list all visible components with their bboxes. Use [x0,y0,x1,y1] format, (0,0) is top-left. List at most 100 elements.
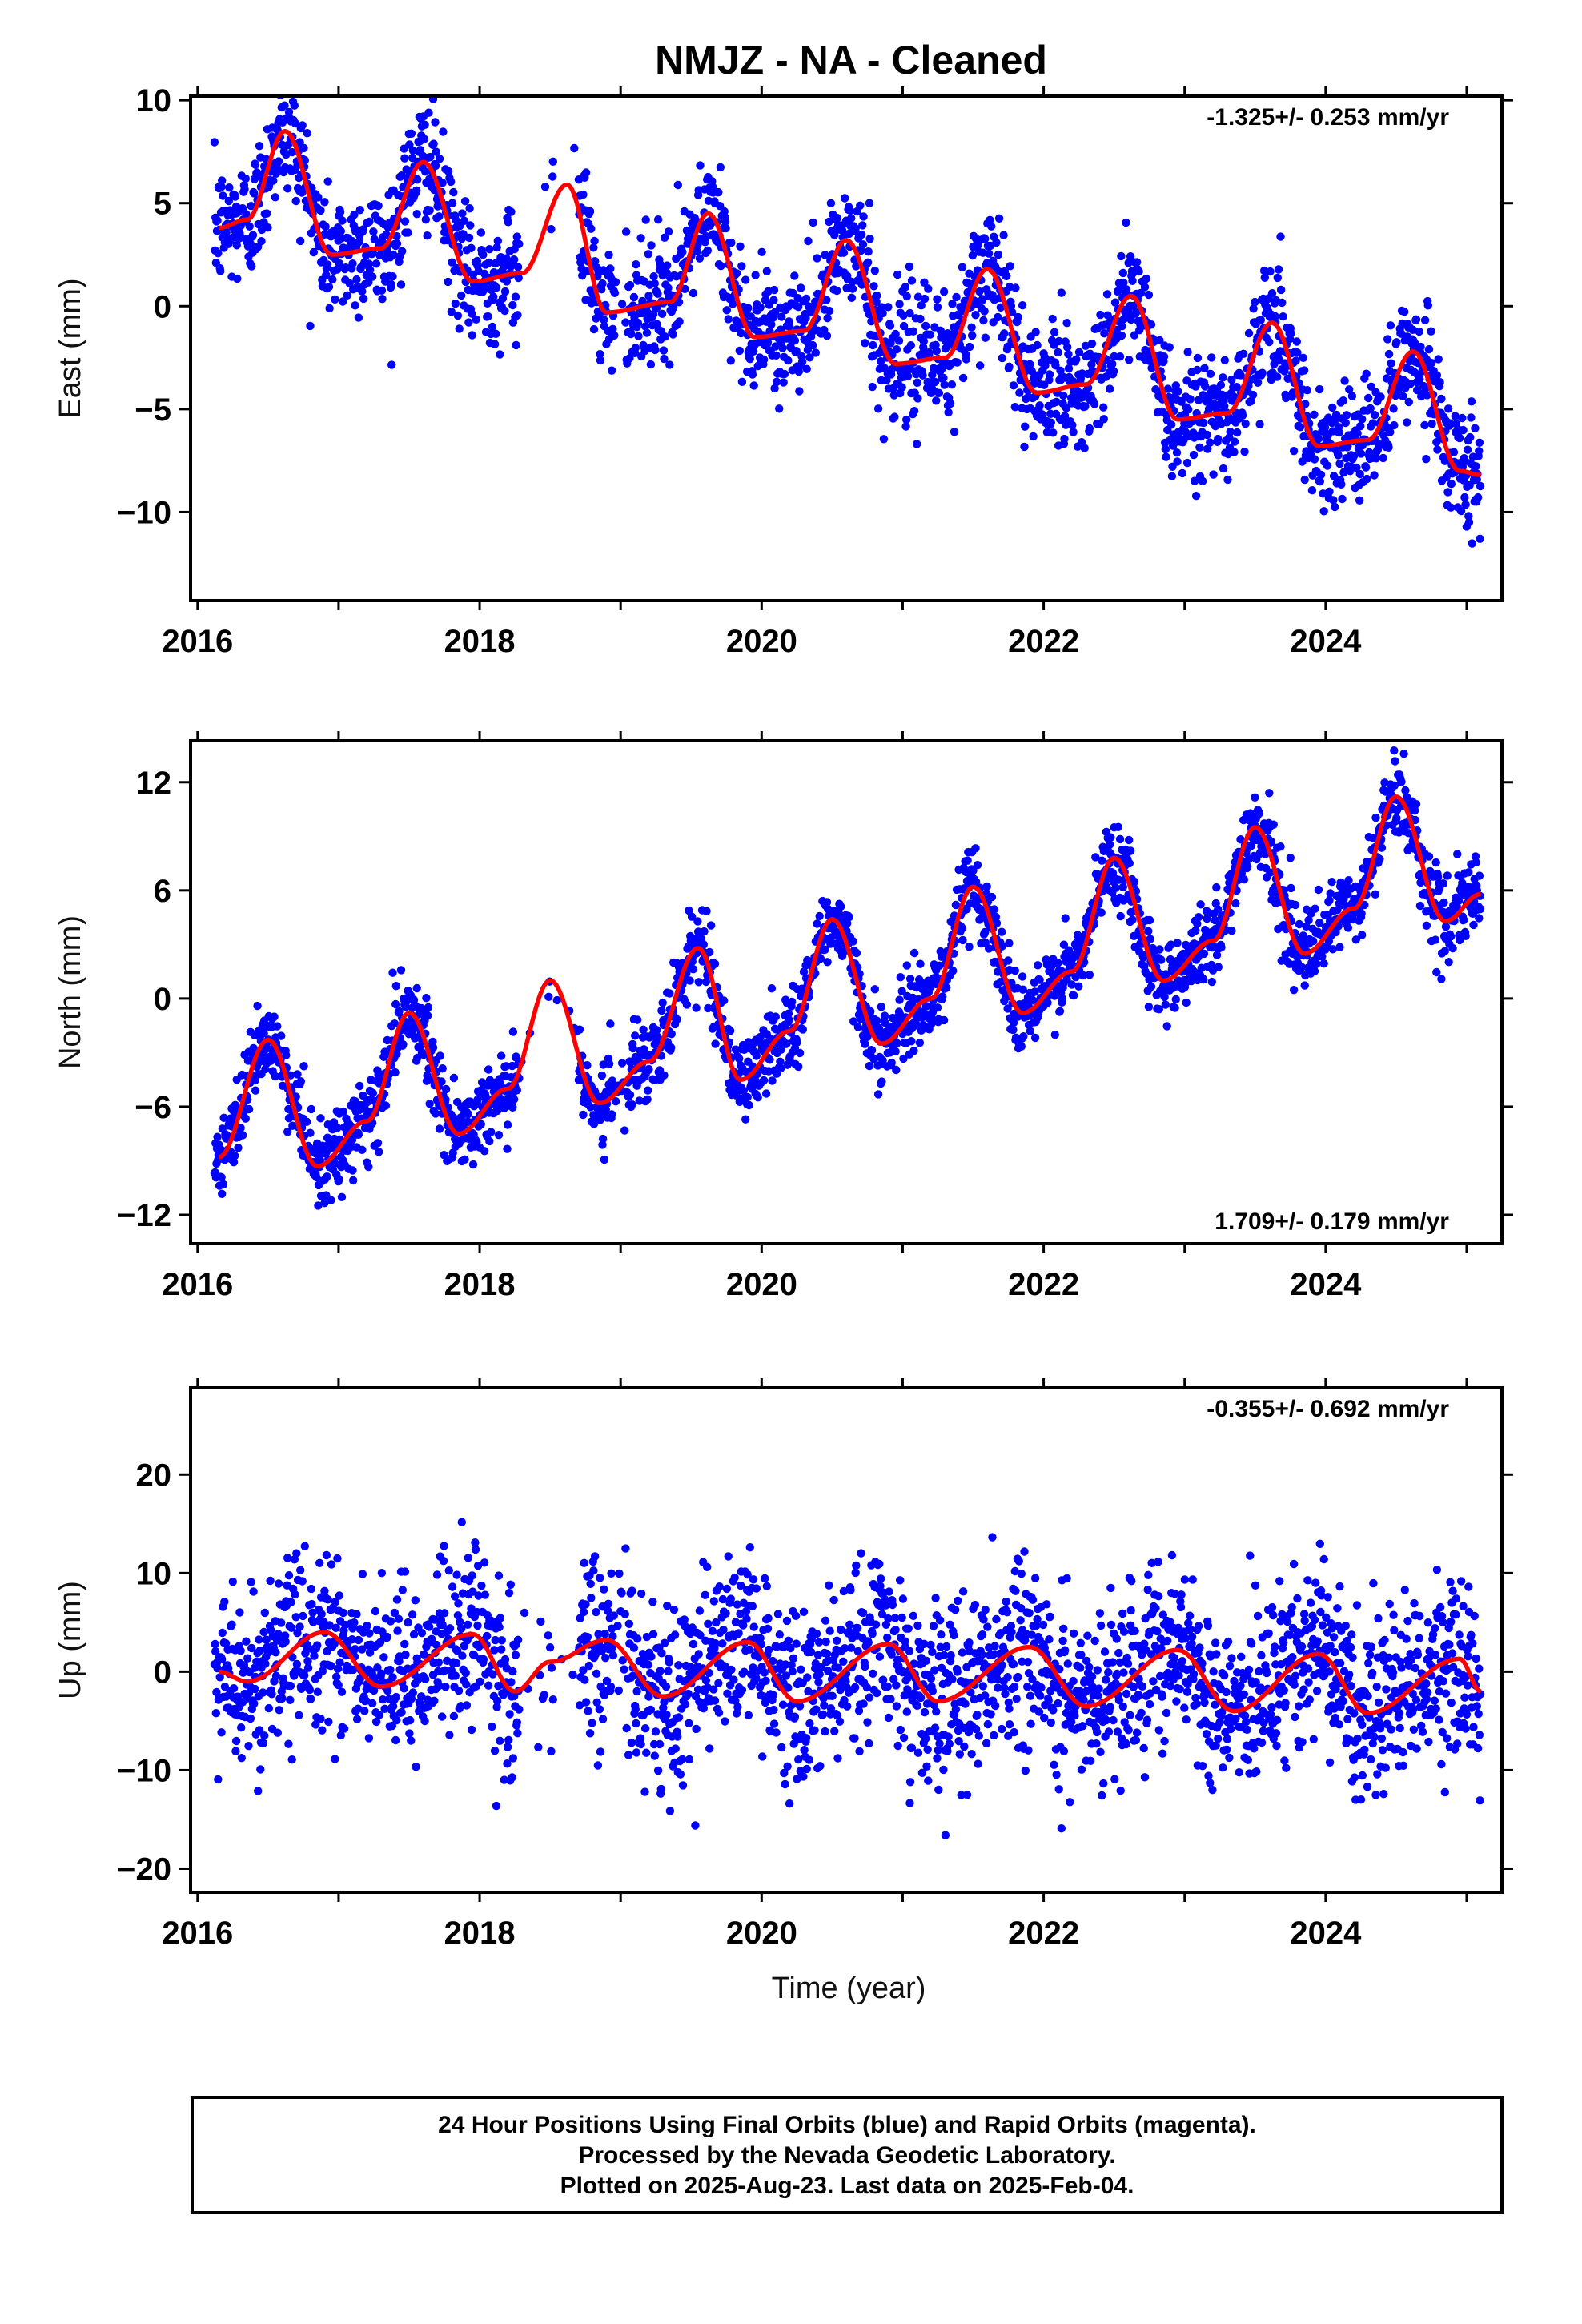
data-point [1125,835,1134,845]
data-point [625,1090,635,1100]
data-point [1342,411,1351,420]
data-point [1273,372,1282,381]
data-point [1292,337,1302,346]
data-point [863,1032,872,1042]
data-point [1230,448,1239,456]
data-point [1335,459,1344,468]
data-point [1019,1032,1028,1041]
data-point [364,1162,373,1172]
data-point [659,346,669,355]
data-point [958,263,967,271]
data-point [1371,454,1381,463]
data-point [1341,418,1351,428]
data-point [958,935,967,945]
data-point [991,912,1001,922]
data-point [1035,401,1044,410]
data-point [756,1032,765,1042]
data-point [1443,871,1452,880]
data-point [464,318,473,327]
data-point [1048,314,1057,324]
data-point [1314,434,1323,443]
data-point [816,954,825,963]
data-point [638,296,647,306]
data-point [1002,271,1011,280]
data-point [1052,397,1061,406]
data-point [395,1007,404,1016]
data-point [1291,900,1300,910]
data-point [597,1071,607,1080]
data-point [1010,966,1020,975]
data-point [749,347,758,356]
data-point [231,1152,239,1160]
data-point [328,275,337,284]
data-point [412,983,421,993]
data-point [870,985,880,994]
data-point [1074,982,1083,991]
data-point [865,199,874,207]
data-point [928,370,937,380]
data-point [650,279,659,288]
data-point [611,1097,620,1106]
data-point [1443,404,1453,413]
data-point [903,372,913,380]
data-point [847,214,856,223]
data-point [468,331,476,340]
data-point [1384,443,1393,452]
data-point [942,983,951,992]
data-point [852,948,861,958]
data-point [598,279,607,288]
data-point [1468,539,1476,548]
data-point [1287,883,1295,893]
data-point [1475,438,1484,447]
data-point [439,127,448,136]
data-point [216,267,225,275]
data-point [1140,283,1150,292]
data-point [1099,415,1109,424]
data-point [388,272,397,281]
data-point [1199,975,1208,984]
data-point [902,292,912,301]
data-point [244,1104,254,1114]
data-point [1216,380,1226,389]
data-point [484,1065,493,1074]
data-point [813,254,821,263]
data-point [664,283,673,292]
data-point [1406,380,1415,388]
data-point [1049,428,1058,437]
data-point [918,371,927,380]
data-point [663,261,672,270]
data-point [585,207,595,216]
data-point [920,278,929,287]
data-point [1461,931,1470,941]
plot-frame [189,739,1504,1245]
data-point [703,246,712,255]
data-point [1226,428,1235,436]
data-point [1475,914,1484,923]
data-point [1027,367,1037,376]
data-point [1448,943,1457,953]
data-point [448,1148,457,1157]
data-point [1475,447,1484,456]
data-point [953,358,962,367]
data-point [797,283,805,292]
model-fit-line [218,128,1482,477]
data-point [284,84,292,92]
data-point [492,243,501,252]
data-point [377,286,387,295]
data-point [737,328,745,338]
data-point [1379,453,1387,463]
data-point [1345,385,1354,394]
data-point [647,241,656,250]
data-point [1203,430,1211,440]
data-point [1230,437,1239,446]
model-fit-line [218,794,1482,1168]
data-point [1193,353,1203,363]
data-point [437,1077,446,1086]
data-point [1371,411,1379,420]
data-point [1167,472,1177,480]
data-point [1064,946,1074,955]
data-point [277,1031,286,1040]
data-point [1128,915,1137,924]
data-point [822,296,831,304]
